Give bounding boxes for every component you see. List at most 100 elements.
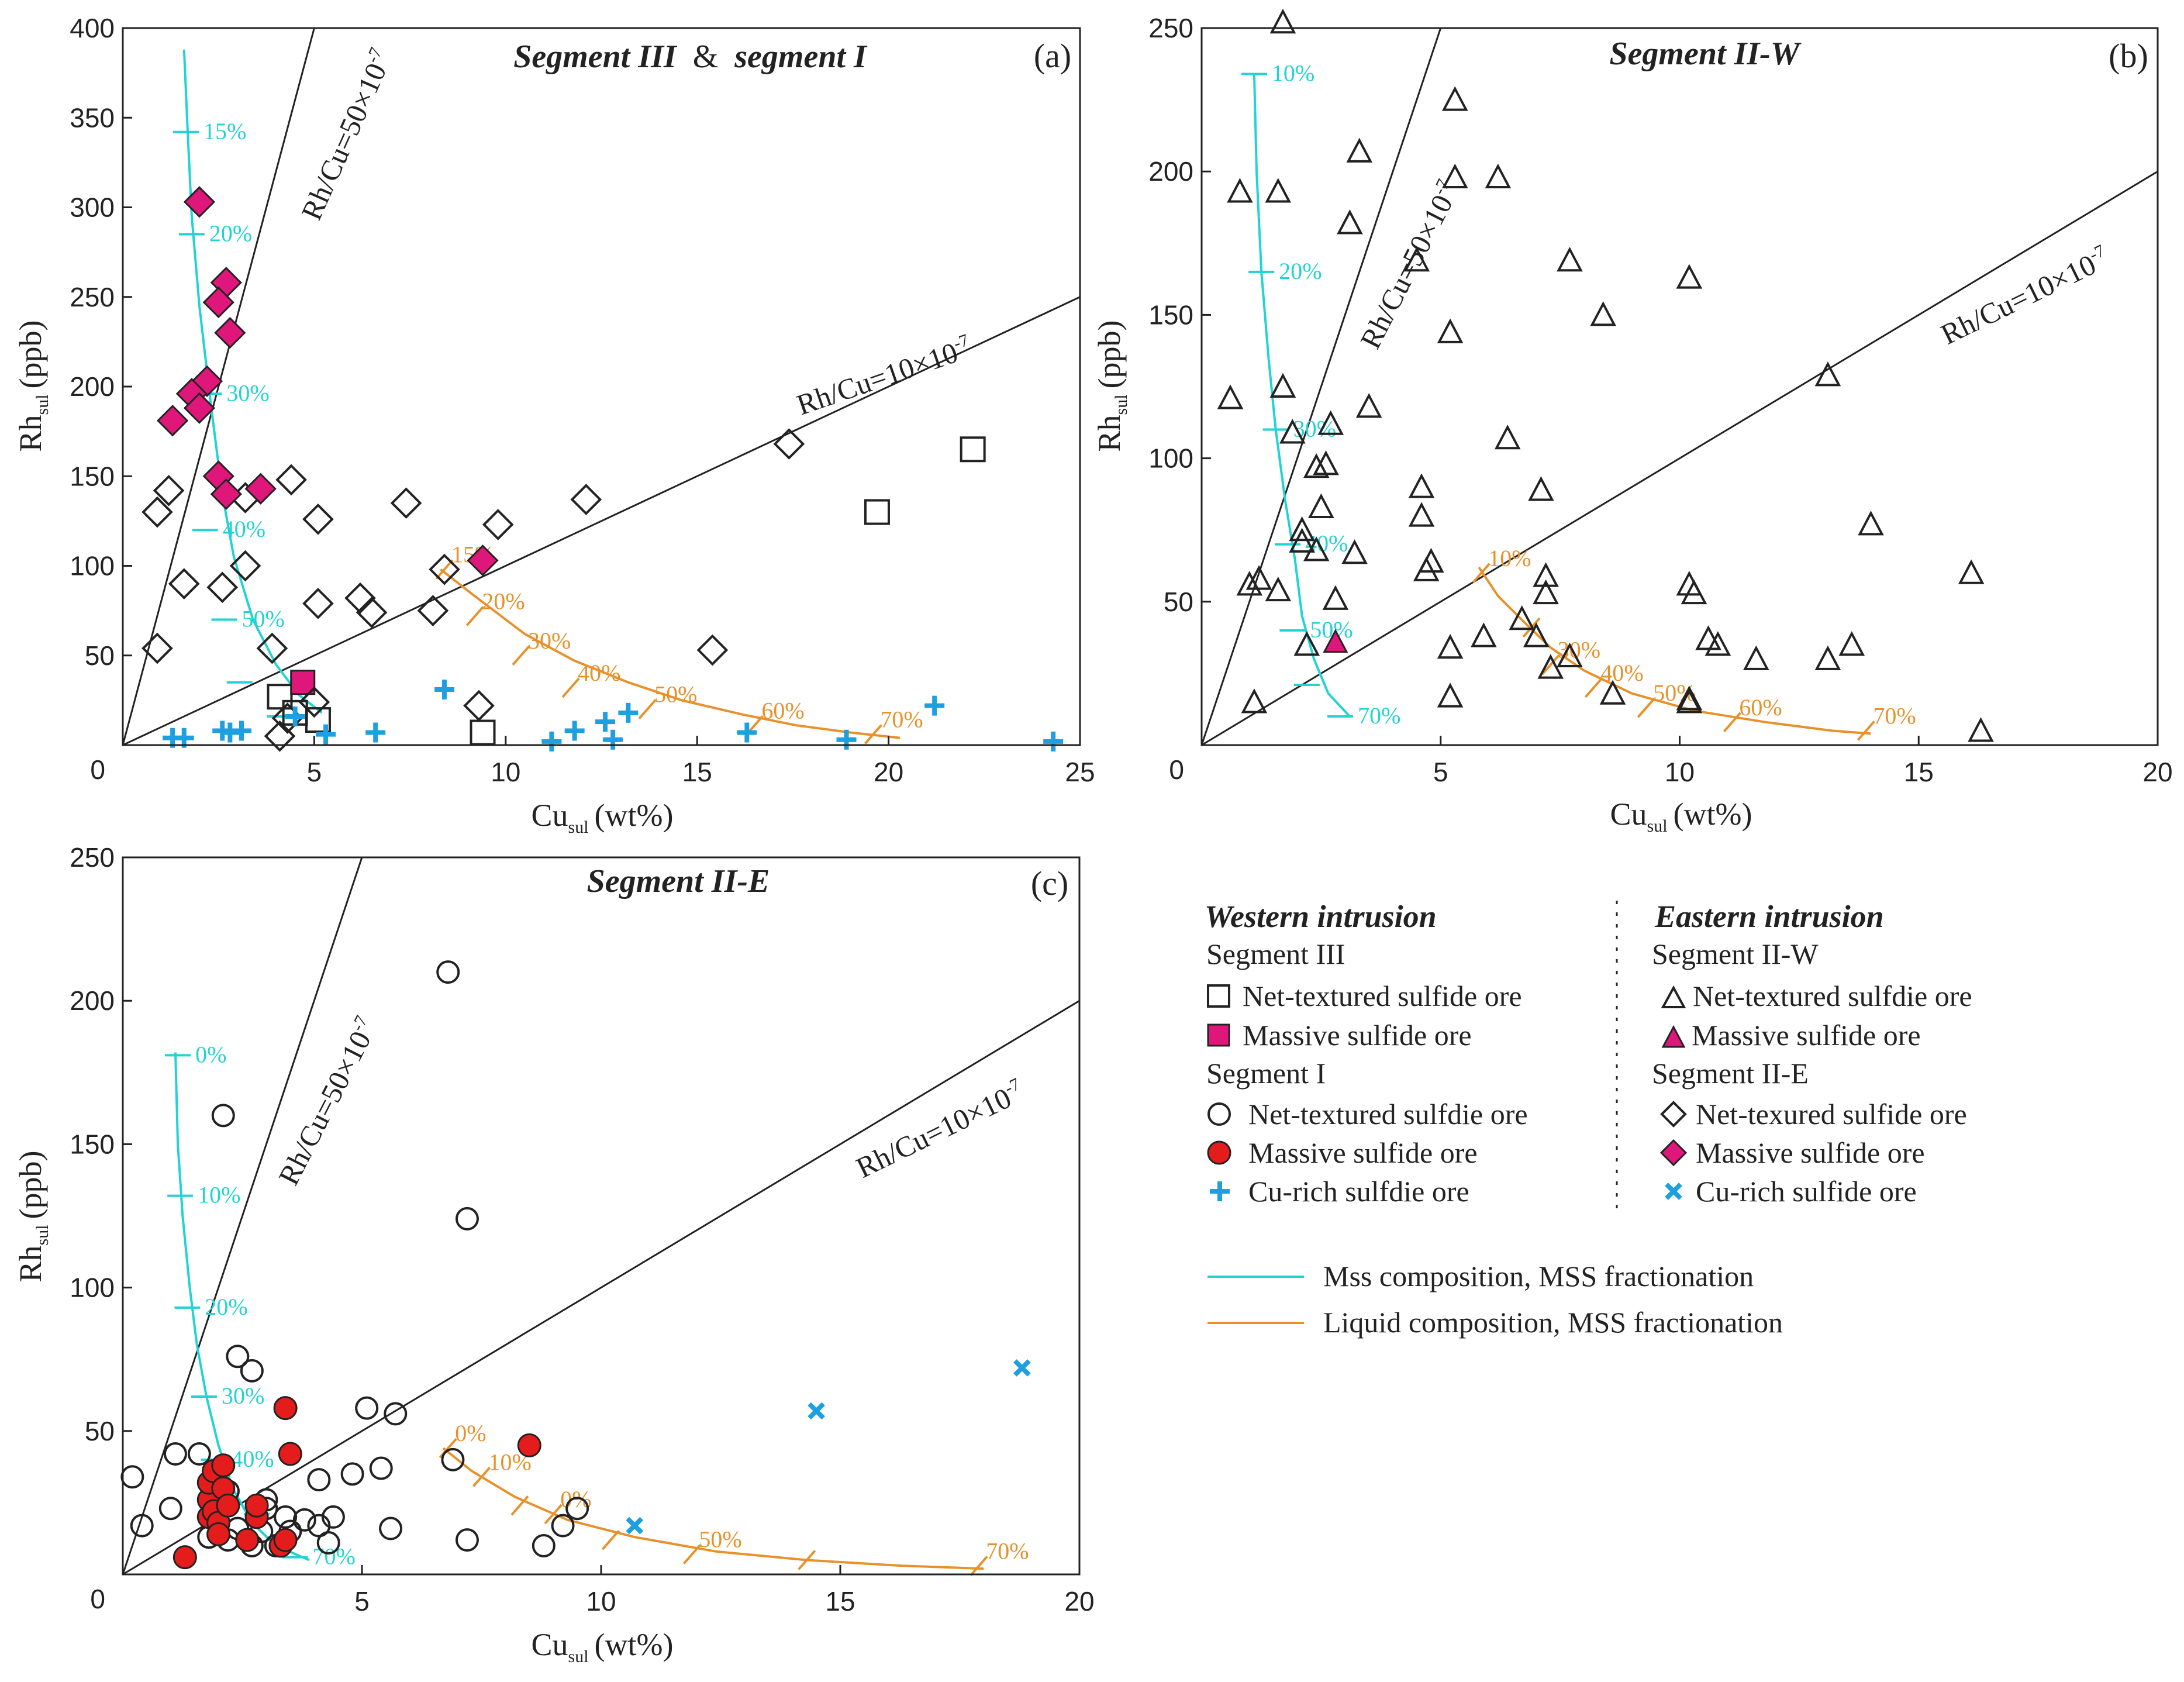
data-point-plus <box>595 712 616 732</box>
data-point-triangle <box>1322 585 1349 610</box>
data-point-triangle <box>1533 562 1559 587</box>
liquid-curve-tick <box>1637 697 1655 718</box>
panel-title-c: Segment II-E <box>587 863 770 899</box>
data-point-triangle <box>1681 579 1707 605</box>
legend-western-group-label: Segment I <box>1206 1057 1326 1090</box>
data-point-circle <box>158 1497 182 1521</box>
liquid-curve-tick-label: 30% <box>1558 637 1600 663</box>
data-point-circle <box>130 1514 154 1538</box>
legend-square-pink-icon <box>1207 1023 1230 1047</box>
liquid-curve-tick <box>682 1544 701 1564</box>
liquid-curve-tick-label: 70% <box>1873 702 1916 729</box>
data-point-triangle <box>1346 137 1373 163</box>
curves-b: 10%20%30%40%50%70%10%30%40%50%60% 70% <box>1241 60 1916 741</box>
data-point-circle <box>292 1508 316 1532</box>
data-point-circle <box>532 1533 556 1557</box>
data-point-triangle <box>1403 246 1430 272</box>
panel-c: 0%10%20%30%40%70%0%10%0%50% 70% 5 10 15 2050… <box>13 842 1095 1666</box>
data-point-triangle <box>1814 361 1841 387</box>
data-point-plus <box>603 729 623 750</box>
data-point-triangle <box>1676 264 1703 289</box>
ratio-label-10-a: Rh/Cu=10×10-7 <box>792 330 976 421</box>
data-point-triangle <box>1557 642 1583 667</box>
panel-b: 10%20%30%40%50%70%10%30%40%50%60% 70% 5 10… <box>1092 8 2173 836</box>
curves-a: 15%20%30%40%50%15%20%30%40%50%60%70% <box>173 49 923 745</box>
y-axis-label-b: Rhsul(ppb) <box>1092 320 1131 451</box>
data-point-circle-filled <box>278 1442 302 1466</box>
legend-x-blue-icon <box>1665 1183 1682 1200</box>
legend-triangle-open-icon <box>1661 985 1686 1008</box>
data-point-plus <box>541 731 562 752</box>
x-tick-label: 15 <box>825 1586 855 1616</box>
data-point-diamond-filled <box>183 392 216 424</box>
liquid-curve-tick <box>1723 712 1741 733</box>
liquid-curve-tick <box>435 559 454 580</box>
data-point-square <box>267 684 293 710</box>
markers-b <box>1217 8 1994 742</box>
y-tick-label: 100 <box>70 551 115 581</box>
data-point-triangle <box>1437 633 1464 659</box>
liquid-curve-tick <box>472 1466 491 1487</box>
data-point-circle <box>379 1516 403 1540</box>
mss-curve-tick-label: 20% <box>205 1294 247 1320</box>
data-point-plus <box>434 679 455 699</box>
liquid-curve-tick <box>864 724 882 745</box>
data-point-diamond <box>229 550 261 582</box>
panel-label-b: (b) <box>2109 37 2148 75</box>
data-point-triangle <box>1308 493 1334 518</box>
data-point-triangle <box>1471 622 1497 647</box>
data-point-triangle <box>1408 502 1435 527</box>
data-point-circle <box>384 1402 408 1426</box>
data-point-triangle <box>1537 654 1564 679</box>
data-point-triangle <box>1441 163 1468 189</box>
data-point-cross <box>808 1402 825 1420</box>
y-tick-label: 400 <box>70 13 115 43</box>
liquid-curve-tick <box>1857 721 1875 741</box>
origin-label: 0 <box>1169 754 1184 785</box>
data-point-diamond <box>482 509 514 540</box>
liquid-curve-tick-label: 40% <box>578 660 620 686</box>
data-point-diamond <box>570 484 602 515</box>
ratio-lines-a <box>122 27 1081 746</box>
ratio-line-1 <box>1201 170 2158 746</box>
data-point-triangle <box>1236 571 1263 596</box>
data-point-triangle <box>1485 163 1512 189</box>
data-point-triangle <box>1705 631 1731 656</box>
data-point-triangle <box>1217 384 1244 409</box>
data-point-circle-filled <box>235 1528 260 1552</box>
data-point-triangle <box>1279 419 1306 444</box>
data-point-plus <box>316 724 336 745</box>
panel-a: 15%20%30%40%50%15%20%30%40%50%60%70% 510… <box>13 13 1095 837</box>
origin-label: 0 <box>90 754 105 785</box>
data-point-plus <box>231 721 251 741</box>
y-tick-label: 200 <box>70 985 115 1016</box>
y-tick-label: 250 <box>70 842 115 873</box>
y-tick-label: 250 <box>1148 13 1193 43</box>
liquid-curve-line <box>1478 566 1871 735</box>
x-tick-label: 10 <box>1665 757 1695 787</box>
legend-western-group-label: Segment III <box>1206 937 1345 970</box>
data-point-circle <box>565 1497 589 1521</box>
legend-line-label: Mss composition, MSS fractionation <box>1323 1260 1754 1292</box>
data-point-triangle <box>1599 680 1626 705</box>
data-point-triangle <box>1269 8 1296 34</box>
data-point-diamond <box>417 595 449 626</box>
mss-curve-tick-label: 40% <box>223 516 265 542</box>
legend-circle-open-icon <box>1207 1102 1231 1126</box>
data-point-triangle <box>1441 86 1468 111</box>
legend-eastern-head: Eastern intrusion <box>1654 899 1884 934</box>
panel-title-b: Segment II-W <box>1609 36 1802 72</box>
data-point-triangle <box>1289 528 1315 553</box>
data-point-diamond <box>696 634 729 666</box>
ratio-label-50-a: Rh/Cu=50×10-7 <box>294 44 399 225</box>
y-tick-label: 50 <box>85 640 115 671</box>
mss-curve-tick-label: 20% <box>1279 258 1322 284</box>
data-point-triangle <box>1245 565 1272 590</box>
mss-curve-tick-label: 30% <box>226 380 269 406</box>
data-point-triangle <box>1494 424 1521 450</box>
y-tick-label: 200 <box>1148 156 1193 187</box>
y-tick-label: 350 <box>70 102 115 133</box>
data-point-circle <box>163 1442 187 1466</box>
data-point-plus <box>737 722 757 743</box>
